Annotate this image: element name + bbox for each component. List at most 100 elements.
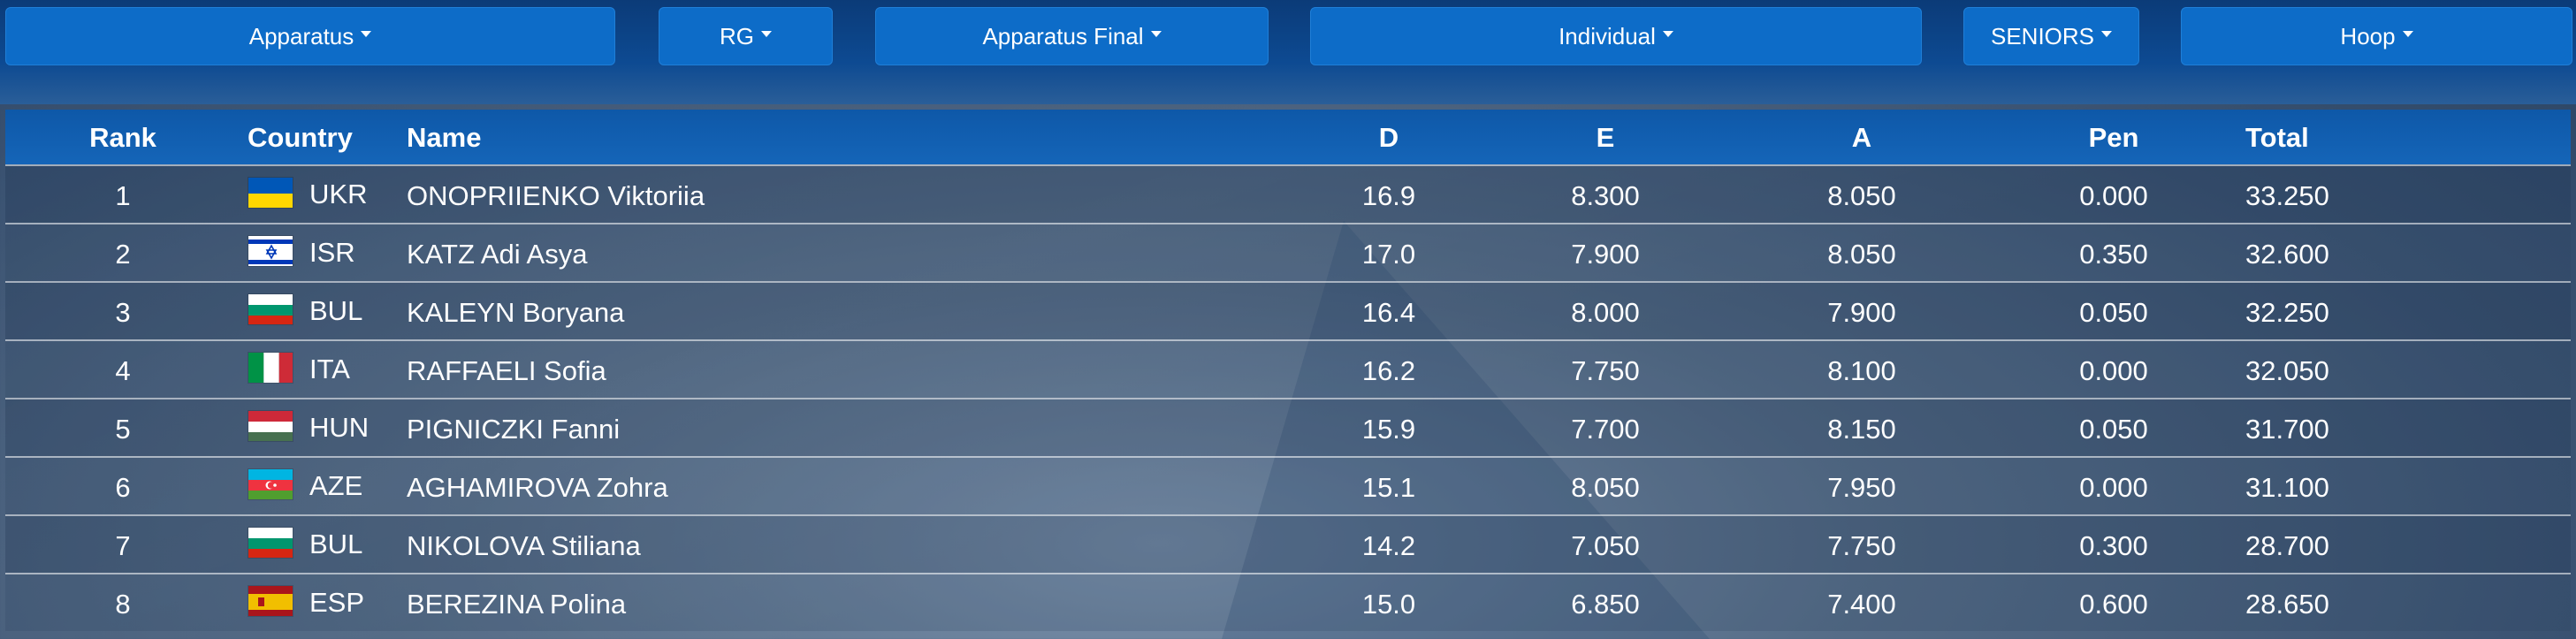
athlete-name[interactable]: RAFFAELI Sofia bbox=[407, 355, 606, 386]
age-group-dropdown[interactable]: SENIORS bbox=[1963, 7, 2139, 65]
rank-cell: 5 bbox=[115, 414, 131, 445]
e-score: 8.050 bbox=[1571, 472, 1640, 503]
table-row[interactable]: 6 AZE AGHAMIROVA Zohra 15.1 8.050 7.950 0.000 3… bbox=[5, 456, 2571, 514]
d-score: 15.0 bbox=[1361, 589, 1416, 620]
country-cell: ISR bbox=[248, 234, 355, 269]
d-score: 16.2 bbox=[1361, 355, 1416, 386]
d-score: 15.1 bbox=[1361, 472, 1416, 503]
athlete-name[interactable]: AGHAMIROVA Zohra bbox=[407, 472, 668, 503]
ita-flag-icon bbox=[248, 351, 293, 384]
country-code: AZE bbox=[309, 469, 363, 501]
penalty-score: 0.050 bbox=[2079, 414, 2148, 445]
caret-down-icon bbox=[361, 30, 372, 37]
country-cell: ESP bbox=[248, 584, 365, 619]
caret-down-icon bbox=[2402, 30, 2413, 37]
category-dropdown[interactable]: Individual bbox=[1310, 7, 1922, 65]
header-d[interactable]: D bbox=[1378, 122, 1399, 153]
country-cell: BUL bbox=[248, 293, 362, 327]
penalty-score: 0.000 bbox=[2079, 180, 2148, 211]
total-score: 28.650 bbox=[2245, 589, 2329, 620]
penalty-score: 0.000 bbox=[2079, 355, 2148, 386]
hun-flag-icon bbox=[248, 409, 293, 442]
rank-cell: 7 bbox=[115, 530, 131, 561]
table-header: Rank Country Name D E A Pen Total bbox=[5, 110, 2571, 164]
country-cell: AZE bbox=[248, 468, 362, 502]
total-score: 32.600 bbox=[2245, 239, 2329, 270]
header-country[interactable]: Country bbox=[248, 122, 353, 153]
total-score: 31.100 bbox=[2245, 472, 2329, 503]
d-score: 15.9 bbox=[1361, 414, 1416, 445]
rank-cell: 4 bbox=[115, 355, 131, 386]
a-score: 8.150 bbox=[1827, 414, 1896, 445]
table-row[interactable]: 5 HUN PIGNICZKI Fanni 15.9 7.700 8.150 0.050 31… bbox=[5, 398, 2571, 456]
table-row[interactable]: 7 BUL NIKOLOVA Stiliana 14.2 7.050 7.750 0.300… bbox=[5, 514, 2571, 573]
table-row[interactable]: 4 ITA RAFFAELI Sofia 16.2 7.750 8.100 0.000 32.… bbox=[5, 339, 2571, 398]
ukr-flag-icon bbox=[248, 176, 293, 209]
apparatus-dropdown-label: Apparatus bbox=[248, 22, 354, 49]
country-code: BUL bbox=[309, 294, 363, 326]
athlete-name[interactable]: KATZ Adi Asya bbox=[407, 239, 588, 270]
athlete-name[interactable]: BEREZINA Polina bbox=[407, 589, 627, 620]
d-score: 16.4 bbox=[1361, 297, 1416, 328]
category-dropdown-label: Individual bbox=[1559, 22, 1656, 49]
d-score: 14.2 bbox=[1361, 530, 1416, 561]
caret-down-icon bbox=[2101, 30, 2113, 37]
total-score: 28.700 bbox=[2245, 530, 2329, 561]
total-score: 31.700 bbox=[2245, 414, 2329, 445]
country-code: UKR bbox=[309, 178, 368, 209]
header-a[interactable]: A bbox=[1851, 122, 1872, 153]
country-code: ESP bbox=[309, 586, 365, 618]
e-score: 7.700 bbox=[1571, 414, 1640, 445]
country-code: ISR bbox=[309, 236, 355, 268]
table-row[interactable]: 3 BUL KALEYN Boryana 16.4 8.000 7.900 0.050 32.… bbox=[5, 281, 2571, 339]
country-code: ITA bbox=[309, 353, 350, 384]
caret-down-icon bbox=[1662, 30, 1673, 37]
a-score: 7.900 bbox=[1827, 297, 1896, 328]
rank-cell: 2 bbox=[115, 239, 131, 270]
a-score: 7.950 bbox=[1827, 472, 1896, 503]
caret-down-icon bbox=[761, 30, 772, 37]
a-score: 8.050 bbox=[1827, 180, 1896, 211]
a-score: 8.100 bbox=[1827, 355, 1896, 386]
event-dropdown[interactable]: Apparatus Final bbox=[875, 7, 1269, 65]
athlete-name[interactable]: PIGNICZKI Fanni bbox=[407, 414, 621, 445]
table-row[interactable]: 2 ISR KATZ Adi Asya 17.0 7.900 8.050 0.350 32.6… bbox=[5, 223, 2571, 281]
table-row[interactable]: 8 ESP BEREZINA Polina 15.0 6.850 7.400 0.600 28… bbox=[5, 573, 2571, 631]
a-score: 8.050 bbox=[1827, 239, 1896, 270]
country-cell: ITA bbox=[248, 351, 350, 385]
isr-flag-icon bbox=[248, 234, 293, 267]
bul-flag-icon bbox=[248, 526, 293, 559]
athlete-name[interactable]: KALEYN Boryana bbox=[407, 297, 625, 328]
apparatus-type-dropdown-label: Hoop bbox=[2340, 22, 2396, 49]
total-score: 32.250 bbox=[2245, 297, 2329, 328]
country-code: BUL bbox=[309, 528, 363, 559]
apparatus-type-dropdown[interactable]: Hoop bbox=[2181, 7, 2572, 65]
filter-bar: Apparatus RG Apparatus Final Individual … bbox=[0, 7, 2576, 67]
a-score: 7.400 bbox=[1827, 589, 1896, 620]
discipline-dropdown-label: RG bbox=[720, 22, 754, 49]
age-group-dropdown-label: SENIORS bbox=[1990, 22, 2095, 49]
header-total[interactable]: Total bbox=[2245, 122, 2309, 153]
penalty-score: 0.300 bbox=[2079, 530, 2148, 561]
discipline-dropdown[interactable]: RG bbox=[659, 7, 833, 65]
header-name[interactable]: Name bbox=[407, 122, 482, 153]
penalty-score: 0.000 bbox=[2079, 472, 2148, 503]
background-shape bbox=[1220, 221, 1715, 639]
event-dropdown-label: Apparatus Final bbox=[982, 22, 1144, 49]
total-score: 33.250 bbox=[2245, 180, 2329, 211]
d-score: 16.9 bbox=[1361, 180, 1416, 211]
bul-flag-icon bbox=[248, 293, 293, 325]
table-row[interactable]: 1 UKR ONOPRIIENKO Viktoriia 16.9 8.300 8.050 0… bbox=[5, 164, 2571, 223]
header-e[interactable]: E bbox=[1596, 122, 1615, 153]
header-pen[interactable]: Pen bbox=[2088, 122, 2139, 153]
table-body: 1 UKR ONOPRIIENKO Viktoriia 16.9 8.300 8.050 0… bbox=[5, 164, 2571, 631]
athlete-name[interactable]: ONOPRIIENKO Viktoriia bbox=[407, 180, 705, 211]
e-score: 7.750 bbox=[1571, 355, 1640, 386]
apparatus-dropdown[interactable]: Apparatus bbox=[5, 7, 615, 65]
athlete-name[interactable]: NIKOLOVA Stiliana bbox=[407, 530, 641, 561]
e-score: 8.300 bbox=[1571, 180, 1640, 211]
e-score: 6.850 bbox=[1571, 589, 1640, 620]
header-rank[interactable]: Rank bbox=[89, 122, 156, 153]
rank-cell: 3 bbox=[115, 297, 131, 328]
esp-flag-icon bbox=[248, 584, 293, 617]
